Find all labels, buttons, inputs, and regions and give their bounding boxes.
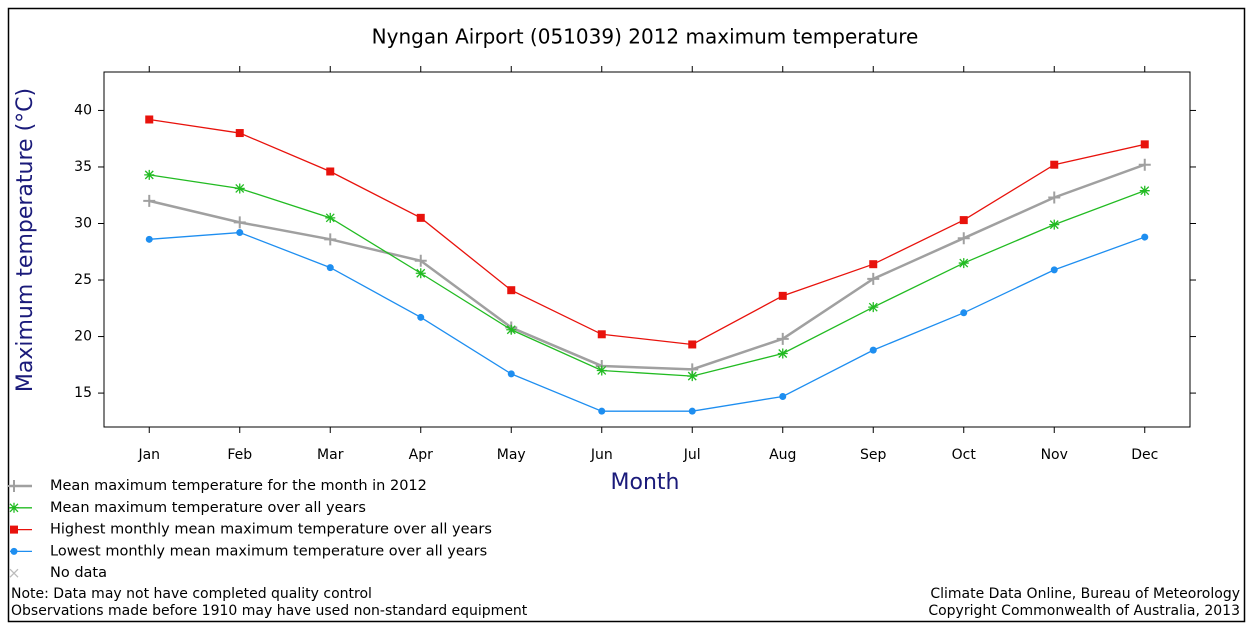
data-point xyxy=(960,309,968,317)
data-point xyxy=(507,286,516,295)
data-point xyxy=(597,330,606,339)
data-point xyxy=(869,260,878,269)
data-point xyxy=(416,213,425,222)
data-point xyxy=(417,313,425,321)
data-point xyxy=(779,392,787,400)
y-tick-label: 15 xyxy=(74,385,92,401)
x-tick-label: Jun xyxy=(590,447,613,463)
series-line xyxy=(149,174,1145,377)
data-point xyxy=(1050,160,1059,169)
data-point xyxy=(778,291,787,300)
x-tick-label: Jul xyxy=(683,447,701,463)
series-line xyxy=(148,163,1146,371)
data-point xyxy=(958,258,969,269)
data-point xyxy=(145,115,154,124)
x-tick-label: Feb xyxy=(227,447,252,463)
legend-marker xyxy=(10,547,18,555)
chart-title: Nyngan Airport (051039) 2012 maximum tem… xyxy=(372,25,919,49)
data-point xyxy=(688,407,696,415)
data-point xyxy=(1138,158,1151,171)
data-point xyxy=(957,232,970,245)
frame xyxy=(7,7,1246,623)
data-point xyxy=(687,371,698,382)
data-point xyxy=(867,272,880,285)
legend-label: Mean maximum temperature over all years xyxy=(50,500,366,516)
data-point xyxy=(506,324,517,335)
y-tick-label: 35 xyxy=(74,159,92,175)
plot-area xyxy=(103,71,1191,428)
data-point xyxy=(1139,185,1150,196)
data-point xyxy=(236,229,244,237)
x-tick-label: Mar xyxy=(317,447,344,463)
x-tick-label: Aug xyxy=(769,447,796,463)
data-point xyxy=(868,302,879,313)
y-tick-label: 25 xyxy=(74,272,92,288)
data-point xyxy=(507,370,515,378)
data-point xyxy=(414,254,427,267)
data-point xyxy=(1050,266,1058,274)
data-point xyxy=(144,169,155,180)
data-point xyxy=(326,264,334,272)
data-point xyxy=(143,194,156,207)
data-point xyxy=(598,407,606,415)
data-point xyxy=(415,268,426,279)
data-point xyxy=(1049,219,1060,230)
data-point xyxy=(326,167,335,176)
data-point xyxy=(235,129,244,138)
legend-label: No data xyxy=(50,565,107,581)
data-point xyxy=(776,332,789,345)
data-point xyxy=(596,365,607,376)
data-point xyxy=(869,346,877,354)
data-point xyxy=(325,212,336,223)
data-point xyxy=(1141,233,1149,241)
x-tick-label: Jan xyxy=(137,447,160,463)
x-axis-label: Month xyxy=(611,470,680,495)
y-tick-label: 30 xyxy=(74,215,92,231)
legend-label: Highest monthly mean maximum temperature… xyxy=(50,522,492,538)
x-tick-label: Nov xyxy=(1041,447,1068,463)
note: Note: Data may not have completed qualit… xyxy=(11,586,372,602)
x-tick-label: Dec xyxy=(1131,447,1158,463)
legend-marker xyxy=(8,480,20,492)
series-line xyxy=(149,231,1145,412)
data-point xyxy=(777,348,788,359)
data-point xyxy=(959,216,968,225)
data-point xyxy=(145,235,153,243)
y-axis-label: Maximum temperature (°C) xyxy=(13,88,38,392)
note: Observations made before 1910 may have u… xyxy=(11,603,528,619)
data-point xyxy=(233,216,246,229)
legend-marker xyxy=(9,502,19,513)
credit: Climate Data Online, Bureau of Meteorolo… xyxy=(930,586,1240,602)
credit: Copyright Commonwealth of Australia, 201… xyxy=(928,603,1240,619)
x-tick-label: May xyxy=(497,447,526,463)
x-tick-label: Sep xyxy=(860,447,887,463)
y-tick-label: 40 xyxy=(74,102,92,118)
data-point xyxy=(1140,140,1149,149)
data-point xyxy=(688,340,697,349)
legend-label: Mean maximum temperature for the month i… xyxy=(50,478,427,494)
legend-marker xyxy=(9,568,19,578)
series-line xyxy=(149,118,1145,346)
legend-label: Lowest monthly mean maximum temperature … xyxy=(50,543,487,559)
x-tick-label: Apr xyxy=(409,447,433,463)
data-point xyxy=(1048,191,1061,204)
y-tick-label: 20 xyxy=(74,329,92,345)
data-point xyxy=(324,233,337,246)
x-tick-label: Oct xyxy=(952,447,977,463)
data-point xyxy=(234,183,245,194)
legend-marker xyxy=(10,525,18,534)
